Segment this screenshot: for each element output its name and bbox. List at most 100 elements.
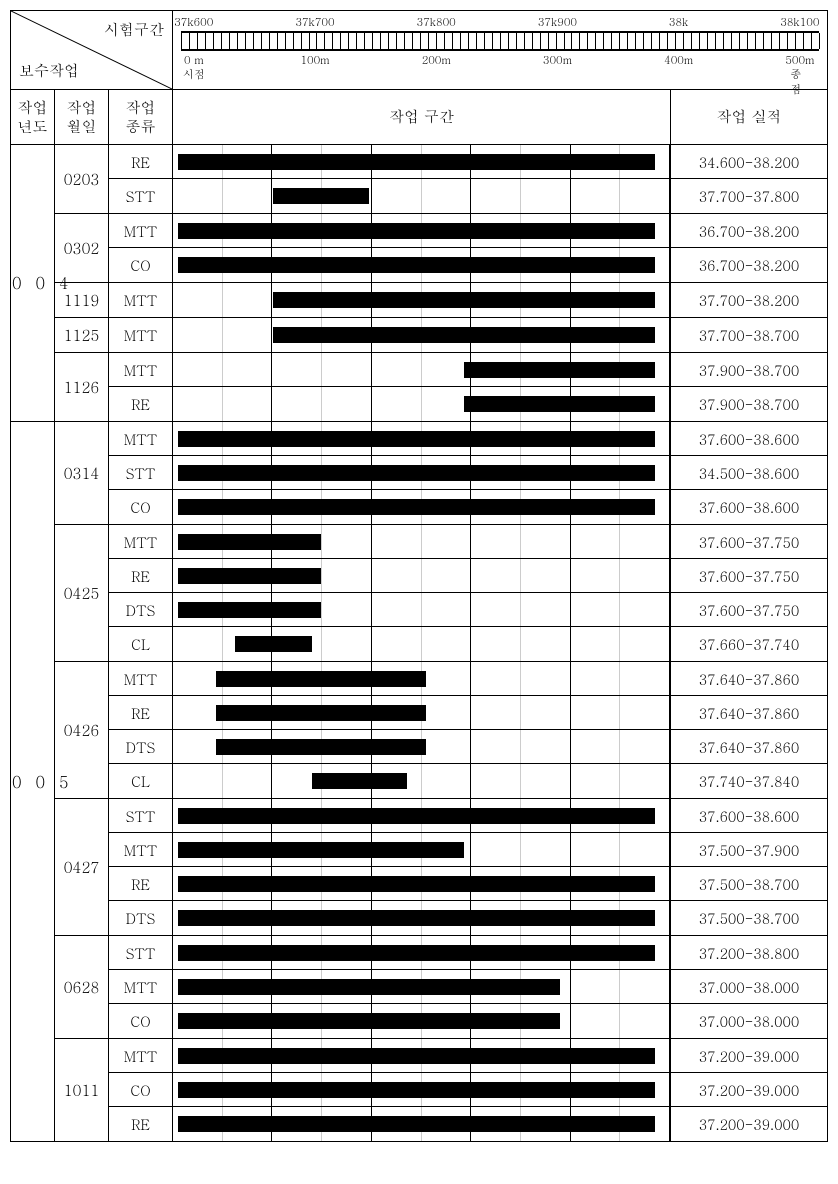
entry-row: STT37.700-37.800: [109, 179, 827, 213]
col-header-section: 작업 구간: [173, 90, 671, 144]
type-cell: CO: [109, 1073, 173, 1106]
type-cell: MTT: [109, 214, 173, 247]
month-cell: 0426: [55, 662, 109, 798]
result-cell: 37.500-38.700: [671, 901, 827, 935]
type-cell: CO: [109, 490, 173, 524]
section-cell: [173, 559, 671, 592]
type-cell: MTT: [109, 422, 173, 455]
type-cell: CL: [109, 627, 173, 661]
gantt-bar: [178, 1082, 655, 1098]
entry-row: RE37.500-38.700: [109, 867, 827, 901]
gantt-bar: [178, 257, 655, 273]
month-block: 0426MTT37.640-37.860RE37.640-37.860DTS37…: [55, 662, 827, 799]
axis-bottom-label: 500m: [785, 53, 814, 68]
result-cell: 37.600-38.600: [671, 490, 827, 524]
section-cell: [173, 283, 671, 317]
gantt-bar: [464, 396, 655, 412]
section-cell: [173, 1004, 671, 1038]
entry-row: CO 36.700-38.200: [109, 248, 827, 282]
axis-top-label: 37k700: [295, 15, 334, 30]
gantt-bar: [178, 979, 560, 995]
entry-row: MTT 37.500-37.900: [109, 833, 827, 867]
month-cell: 1119: [55, 283, 109, 317]
type-cell: MTT: [109, 525, 173, 558]
entry-row: DTS 37.640-37.860: [109, 730, 827, 764]
result-cell: 37.200-39.000: [671, 1039, 827, 1072]
section-cell: [173, 387, 671, 421]
type-cell: DTS: [109, 901, 173, 935]
section-cell: [173, 145, 671, 178]
axis-end-label: 종점: [790, 67, 809, 97]
type-cell: CO: [109, 1004, 173, 1038]
type-cell: RE: [109, 696, 173, 729]
col-header-result: 작업 실적: [671, 90, 827, 144]
section-cell: [173, 764, 671, 798]
section-cell: [173, 662, 671, 695]
axis-top-label: 37k600: [174, 15, 213, 30]
section-cell: [173, 730, 671, 763]
gantt-bar: [312, 773, 407, 789]
axis-top-label: 37k900: [538, 15, 577, 30]
month-block: 1011MTT37.200-39.000CO37.200-39.000RE37.…: [55, 1039, 827, 1141]
axis-cell: 37k60037k70037k80037k90038k38k100 0 m100…: [173, 11, 827, 89]
entry-row: STT37.200-38.800: [109, 936, 827, 970]
col-header-month: 작업월일: [55, 90, 109, 144]
month-cell: 0425: [55, 525, 109, 661]
result-cell: 37.200-39.000: [671, 1107, 827, 1141]
entry-row: MTT37.900-38.700: [109, 353, 827, 387]
result-cell: 37.600-37.750: [671, 525, 827, 558]
result-cell: 37.600-38.600: [671, 799, 827, 832]
type-cell: DTS: [109, 730, 173, 763]
entry-row: DTS 37.500-38.700: [109, 901, 827, 935]
result-cell: 37.660-37.740: [671, 627, 827, 661]
type-cell: MTT: [109, 833, 173, 866]
month-block: 0628STT37.200-38.800MTT37.000-38.000CO37…: [55, 936, 827, 1039]
month-block: 0314MTT37.600-38.600STT34.500-38.600CO37…: [55, 422, 827, 525]
type-cell: MTT: [109, 283, 173, 317]
entry-row: RE37.600-37.750: [109, 559, 827, 593]
section-cell: [173, 1107, 671, 1141]
type-cell: MTT: [109, 1039, 173, 1072]
result-cell: 36.700-38.200: [671, 248, 827, 282]
result-cell: 36.700-38.200: [671, 214, 827, 247]
gantt-bar: [178, 876, 655, 892]
month-block: 1119MTT 37.700-38.200: [55, 283, 827, 318]
result-cell: 37.600-37.750: [671, 593, 827, 626]
result-cell: 37.000-38.000: [671, 1004, 827, 1038]
gantt-bar: [178, 499, 655, 515]
result-cell: 37.900-38.700: [671, 353, 827, 386]
entry-row: RE 37.900-38.700: [109, 387, 827, 421]
type-cell: DTS: [109, 593, 173, 626]
entry-row: CO 37.600-38.600: [109, 490, 827, 524]
entry-row: MTT 37.700-38.200: [109, 283, 827, 317]
type-cell: CO: [109, 248, 173, 282]
month-cell: 0302: [55, 214, 109, 282]
type-cell: RE: [109, 387, 173, 421]
type-cell: RE: [109, 145, 173, 178]
maintenance-schedule-table: 시험구간 보수작업 37k60037k70037k80037k90038k38k…: [10, 10, 828, 1142]
table-body: 20040203RE34.600-38.200STT37.700-37.8000…: [11, 145, 827, 1141]
gantt-bar: [178, 568, 321, 584]
section-cell: [173, 593, 671, 626]
axis-bottom-labels: 0 m100m200m300m400m500m시점종점: [181, 53, 819, 81]
gantt-bar: [178, 945, 655, 961]
section-cell: [173, 1073, 671, 1106]
result-cell: 37.900-38.700: [671, 387, 827, 421]
gantt-bar: [464, 362, 655, 378]
type-cell: RE: [109, 867, 173, 900]
result-cell: 37.640-37.860: [671, 730, 827, 763]
month-cell: 1126: [55, 353, 109, 421]
entry-row: STT37.600-38.600: [109, 799, 827, 833]
result-cell: 37.500-37.900: [671, 833, 827, 866]
axis-top-labels: 37k60037k70037k80037k90038k38k100: [181, 15, 819, 29]
entry-row: MTT 37.600-37.750: [109, 525, 827, 559]
section-cell: [173, 490, 671, 524]
result-cell: 34.500-38.600: [671, 456, 827, 489]
axis-top-label: 38k100: [780, 15, 819, 30]
year-cell: 2005: [11, 422, 55, 1141]
type-cell: STT: [109, 179, 173, 213]
gantt-bar: [273, 188, 368, 204]
result-cell: 37.000-38.000: [671, 970, 827, 1003]
result-cell: 37.700-38.200: [671, 283, 827, 317]
type-cell: MTT: [109, 970, 173, 1003]
